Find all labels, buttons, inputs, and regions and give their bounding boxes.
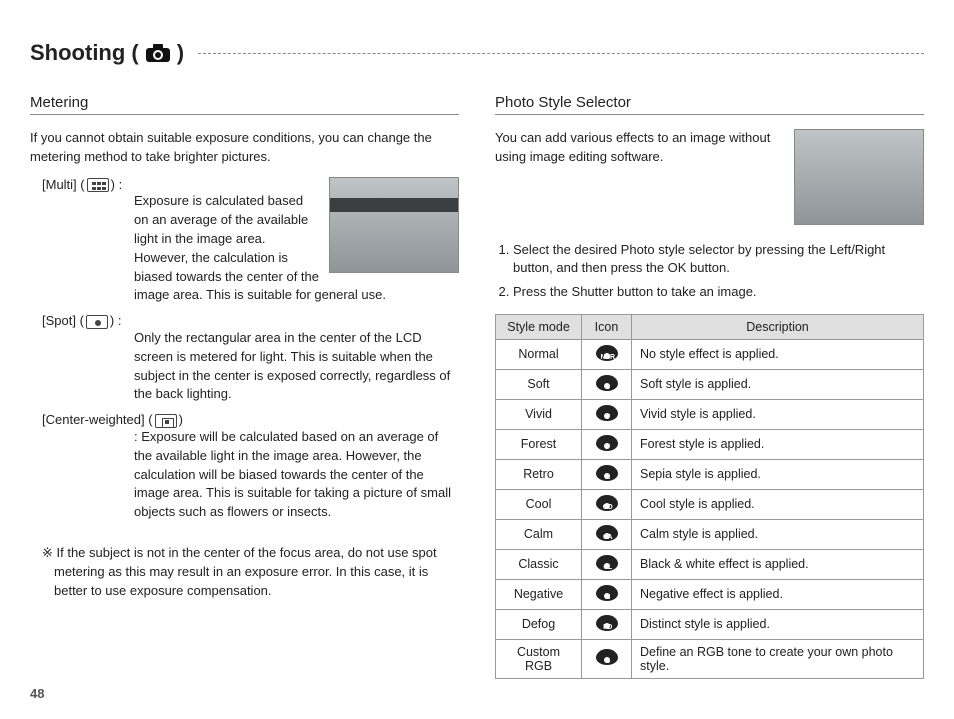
table-row: Defog FO Distinct style is applied. xyxy=(496,609,924,639)
style-mode: Soft xyxy=(496,369,582,399)
center-icon xyxy=(155,414,177,428)
style-desc: Distinct style is applied. xyxy=(632,609,924,639)
table-row: Vivid V Vivid style is applied. xyxy=(496,399,924,429)
palette-icon: CO xyxy=(596,495,618,511)
style-mode: Classic xyxy=(496,549,582,579)
table-row: Negative N Negative effect is applied. xyxy=(496,579,924,609)
style-mode: Negative xyxy=(496,579,582,609)
spot-label: [Spot] () : xyxy=(42,313,121,328)
page-number: 48 xyxy=(30,686,44,701)
style-desc: Soft style is applied. xyxy=(632,369,924,399)
photostyle-heading-text: Photo Style Selector xyxy=(495,94,631,111)
center-text: : Exposure will be calculated based on a… xyxy=(134,428,459,522)
style-desc: Black & white effect is applied. xyxy=(632,549,924,579)
metering-item-spot: [Spot] () : Only the rectangular area in… xyxy=(42,313,459,404)
style-mode: Custom RGB xyxy=(496,639,582,678)
th-icon: Icon xyxy=(582,314,632,339)
th-mode: Style mode xyxy=(496,314,582,339)
palette-icon: V xyxy=(596,405,618,421)
style-desc: No style effect is applied. xyxy=(632,339,924,369)
style-desc: Vivid style is applied. xyxy=(632,399,924,429)
style-icon: N xyxy=(582,579,632,609)
table-row: Soft S Soft style is applied. xyxy=(496,369,924,399)
step-2: Press the Shutter button to take an imag… xyxy=(513,283,924,301)
th-desc: Description xyxy=(632,314,924,339)
palette-icon: S xyxy=(596,375,618,391)
metering-intro: If you cannot obtain suitable exposure c… xyxy=(30,129,459,167)
style-icon: S xyxy=(582,369,632,399)
title-rule xyxy=(198,53,924,54)
style-table: Style mode Icon Description Normal NOR No … xyxy=(495,314,924,679)
spot-text: Only the rectangular area in the center … xyxy=(134,329,459,404)
palette-icon: N xyxy=(596,585,618,601)
metering-thumbnail xyxy=(329,177,459,273)
style-desc: Cool style is applied. xyxy=(632,489,924,519)
metering-note: ※ If the subject is not in the center of… xyxy=(42,544,459,601)
palette-icon: CA xyxy=(596,525,618,541)
title-suffix: ) xyxy=(177,40,184,66)
page-title: Shooting ( ) xyxy=(30,40,924,66)
multi-icon xyxy=(87,178,109,192)
table-row: Calm CA Calm style is applied. xyxy=(496,519,924,549)
table-row: Custom RGB C Define an RGB tone to create … xyxy=(496,639,924,678)
photostyle-heading: Photo Style Selector xyxy=(495,94,924,115)
palette-icon: CL xyxy=(596,555,618,571)
metering-heading-text: Metering xyxy=(30,94,88,111)
table-row: Normal NOR No style effect is applied. xyxy=(496,339,924,369)
style-icon: C xyxy=(582,639,632,678)
camera-icon xyxy=(145,43,171,63)
style-mode: Vivid xyxy=(496,399,582,429)
photostyle-section: Photo Style Selector You can add various… xyxy=(495,94,924,679)
style-desc: Sepia style is applied. xyxy=(632,459,924,489)
palette-icon: R xyxy=(596,465,618,481)
metering-definitions: [Multi] () : Exposure is calculated base… xyxy=(42,177,459,530)
metering-section: Metering If you cannot obtain suitable e… xyxy=(30,94,459,679)
style-mode: Calm xyxy=(496,519,582,549)
spot-icon xyxy=(86,315,108,329)
table-row: Retro R Sepia style is applied. xyxy=(496,459,924,489)
style-desc: Define an RGB tone to create your own ph… xyxy=(632,639,924,678)
style-icon: F xyxy=(582,429,632,459)
metering-item-center: [Center-weighted] () : Exposure will be … xyxy=(42,412,459,522)
table-row: Classic CL Black & white effect is applied… xyxy=(496,549,924,579)
style-mode: Defog xyxy=(496,609,582,639)
photostyle-steps: Select the desired Photo style selector … xyxy=(495,241,924,302)
style-desc: Calm style is applied. xyxy=(632,519,924,549)
style-desc: Forest style is applied. xyxy=(632,429,924,459)
metering-heading: Metering xyxy=(30,94,459,115)
step-1: Select the desired Photo style selector … xyxy=(513,241,924,277)
style-icon: NOR xyxy=(582,339,632,369)
style-mode: Retro xyxy=(496,459,582,489)
palette-icon: NOR xyxy=(596,345,618,361)
style-icon: V xyxy=(582,399,632,429)
center-label: [Center-weighted] () xyxy=(42,412,183,427)
palette-icon: FO xyxy=(596,615,618,631)
palette-icon: C xyxy=(596,649,618,665)
style-icon: CL xyxy=(582,549,632,579)
style-mode: Forest xyxy=(496,429,582,459)
style-icon: FO xyxy=(582,609,632,639)
table-row: Cool CO Cool style is applied. xyxy=(496,489,924,519)
style-mode: Cool xyxy=(496,489,582,519)
style-icon: R xyxy=(582,459,632,489)
style-icon: CO xyxy=(582,489,632,519)
photostyle-thumbnail xyxy=(794,129,924,225)
style-desc: Negative effect is applied. xyxy=(632,579,924,609)
table-row: Forest F Forest style is applied. xyxy=(496,429,924,459)
palette-icon: F xyxy=(596,435,618,451)
title-prefix: Shooting ( xyxy=(30,40,139,66)
style-icon: CA xyxy=(582,519,632,549)
style-mode: Normal xyxy=(496,339,582,369)
multi-label: [Multi] () : xyxy=(42,177,122,192)
